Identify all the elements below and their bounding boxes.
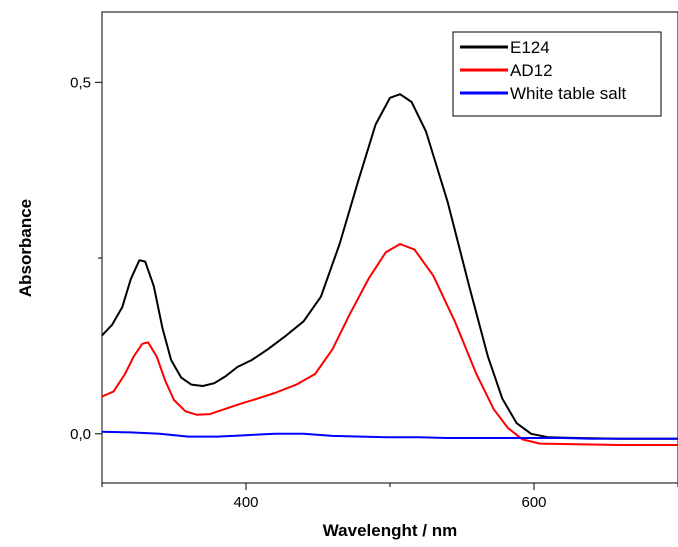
series-line bbox=[101, 93, 678, 440]
series-lines bbox=[101, 93, 678, 446]
legend-box bbox=[452, 31, 662, 117]
y-axis-title: Absorbance bbox=[16, 199, 35, 297]
legend: E124 AD12 White table salt bbox=[452, 31, 662, 117]
legend-items: E124 AD12 White table salt bbox=[460, 38, 626, 103]
legend-label: AD12 bbox=[510, 61, 553, 80]
legend-label: White table salt bbox=[510, 84, 626, 103]
x-tick-label: 600 bbox=[521, 494, 546, 511]
legend-label: E124 bbox=[510, 38, 550, 57]
x-tick-label: 400 bbox=[233, 494, 258, 511]
axis-ticks: 400 600 0,0 0,5 bbox=[70, 74, 678, 511]
y-tick-label: 0,0 bbox=[70, 426, 91, 443]
y-tick-label: 0,5 bbox=[70, 74, 91, 91]
series-line bbox=[101, 430, 678, 440]
series-line bbox=[101, 243, 678, 446]
x-axis-title: Wavelenght / nm bbox=[323, 521, 457, 540]
